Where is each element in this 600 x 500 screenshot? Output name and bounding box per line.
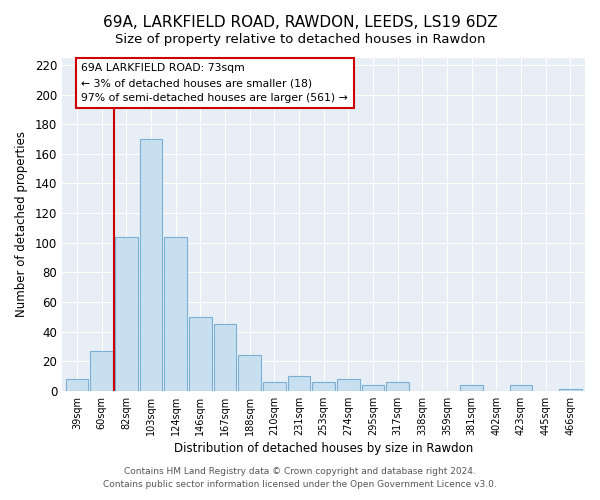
Bar — [287, 376, 310, 391]
Bar — [115, 237, 137, 391]
X-axis label: Distribution of detached houses by size in Rawdon: Distribution of detached houses by size … — [174, 442, 473, 455]
Bar — [164, 237, 187, 391]
Bar — [509, 385, 532, 391]
Bar — [337, 379, 359, 391]
Text: Contains HM Land Registry data © Crown copyright and database right 2024.
Contai: Contains HM Land Registry data © Crown c… — [103, 468, 497, 489]
Bar — [140, 139, 163, 391]
Bar — [386, 382, 409, 391]
Bar — [65, 379, 88, 391]
Bar — [214, 324, 236, 391]
Bar — [189, 316, 212, 391]
Bar — [362, 385, 384, 391]
Text: 69A, LARKFIELD ROAD, RAWDON, LEEDS, LS19 6DZ: 69A, LARKFIELD ROAD, RAWDON, LEEDS, LS19… — [103, 15, 497, 30]
Y-axis label: Number of detached properties: Number of detached properties — [15, 131, 28, 317]
Bar — [312, 382, 335, 391]
Bar — [559, 390, 581, 391]
Bar — [90, 351, 113, 391]
Bar — [263, 382, 286, 391]
Bar — [460, 385, 483, 391]
Text: 69A LARKFIELD ROAD: 73sqm
← 3% of detached houses are smaller (18)
97% of semi-d: 69A LARKFIELD ROAD: 73sqm ← 3% of detach… — [82, 64, 348, 103]
Bar — [238, 356, 261, 391]
Text: Size of property relative to detached houses in Rawdon: Size of property relative to detached ho… — [115, 32, 485, 46]
